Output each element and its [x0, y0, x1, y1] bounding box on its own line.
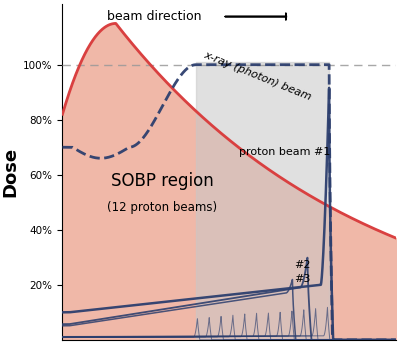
Text: #3: #3 [294, 274, 310, 284]
Text: proton beam #1: proton beam #1 [239, 148, 330, 158]
Text: SOBP region: SOBP region [111, 172, 214, 190]
Text: beam direction: beam direction [108, 10, 202, 23]
Text: (12 proton beams): (12 proton beams) [108, 201, 218, 214]
Y-axis label: Dose: Dose [1, 147, 19, 197]
Text: #2: #2 [294, 260, 311, 270]
Text: x-ray (photon) beam: x-ray (photon) beam [202, 50, 313, 103]
